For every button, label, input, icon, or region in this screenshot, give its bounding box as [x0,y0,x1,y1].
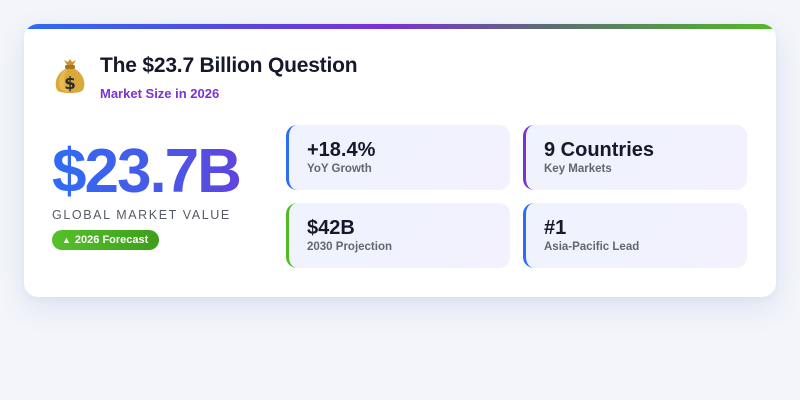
market-size-card: $ The $23.7 Billion Question Market Size… [24,24,776,297]
hero-value: $23.7B [52,140,282,204]
stat-card-growth: +18.4% YoY Growth [286,125,510,190]
card-subtitle: Market Size in 2026 [100,86,220,101]
stat-value: $42B [307,217,355,239]
forecast-badge: ▲ 2026 Forecast [52,230,160,250]
stat-label: Asia-Pacific Lead [544,241,640,253]
triangle-up-icon: ▲ [62,235,71,245]
stat-value: 9 Countries [544,139,655,161]
stat-card-projection: $42B 2030 Projection [286,203,510,268]
svg-text:$: $ [64,74,76,94]
stat-card-region-lead: #1 Asia-Pacific Lead [523,203,747,268]
stat-label: YoY Growth [307,163,372,175]
money-bag-icon: $ [52,56,88,96]
hero-metric: $23.7B GLOBAL MARKET VALUE ▲ 2026 Foreca… [52,140,282,250]
badge-text: 2026 Forecast [74,234,149,246]
gradient-accent-bar [24,24,776,29]
stat-label: 2030 Projection [307,241,393,253]
hero-label: GLOBAL MARKET VALUE [52,208,231,222]
stat-label: Key Markets [544,163,612,175]
card-header: $ The $23.7 Billion Question Market Size… [52,52,358,101]
stat-card-countries: 9 Countries Key Markets [523,125,747,190]
card-title: The $23.7 Billion Question [100,54,358,77]
stat-value: #1 [544,217,567,239]
stats-grid: +18.4% YoY Growth 9 Countries Key Market… [286,125,747,268]
stat-value: +18.4% [307,139,376,161]
